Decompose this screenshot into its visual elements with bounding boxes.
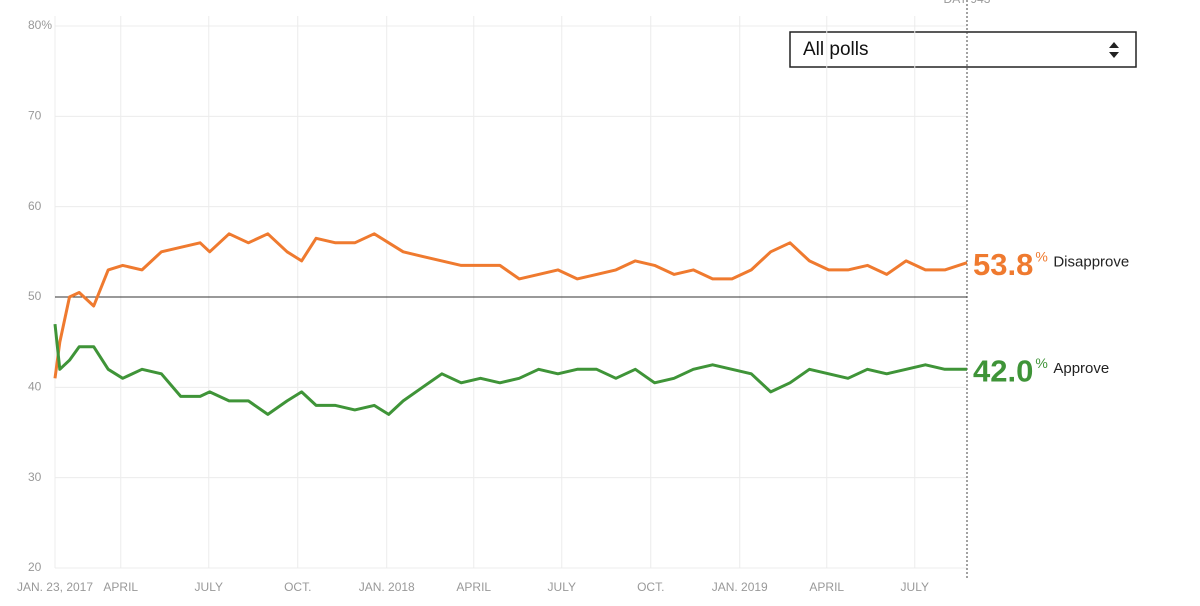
y-tick-label: 40 bbox=[28, 380, 42, 394]
y-tick-label: 80% bbox=[28, 18, 52, 32]
x-tick-label: JAN. 2019 bbox=[712, 580, 768, 594]
series-line bbox=[53, 323, 967, 416]
x-tick-label: OCT. bbox=[284, 580, 311, 594]
x-tick-label: APRIL bbox=[103, 580, 138, 594]
end-value: 42.0 bbox=[973, 353, 1033, 388]
x-tick-label: JAN. 2018 bbox=[359, 580, 415, 594]
dropdown[interactable]: All polls bbox=[789, 31, 1137, 68]
x-tick-label: JULY bbox=[901, 580, 929, 594]
legend-label: Approve bbox=[1053, 360, 1109, 377]
x-tick-label: APRIL bbox=[809, 580, 844, 594]
legend-label: Disapprove bbox=[1053, 254, 1129, 271]
day-label: DAY 943 bbox=[944, 0, 991, 6]
y-tick-label: 30 bbox=[28, 470, 42, 484]
dropdown-box[interactable] bbox=[789, 31, 1137, 68]
dropdown-arrows[interactable] bbox=[1109, 42, 1119, 58]
series-line bbox=[53, 232, 968, 379]
end-value: 53.8 bbox=[973, 247, 1033, 282]
end-unit: % bbox=[1035, 355, 1047, 371]
y-tick-label: 60 bbox=[28, 199, 42, 213]
x-tick-label: APRIL bbox=[456, 580, 491, 594]
x-tick-label: JULY bbox=[195, 580, 223, 594]
x-tick-label: OCT. bbox=[637, 580, 664, 594]
x-tick-label: JAN. 23, 2017 bbox=[17, 580, 93, 594]
dropdown-label[interactable]: All polls bbox=[803, 39, 868, 60]
y-tick-label: 50 bbox=[28, 289, 42, 303]
end-unit: % bbox=[1035, 248, 1047, 264]
y-tick-label: 70 bbox=[28, 109, 42, 123]
y-tick-label: 20 bbox=[28, 560, 42, 574]
x-tick-label: JULY bbox=[548, 580, 576, 594]
